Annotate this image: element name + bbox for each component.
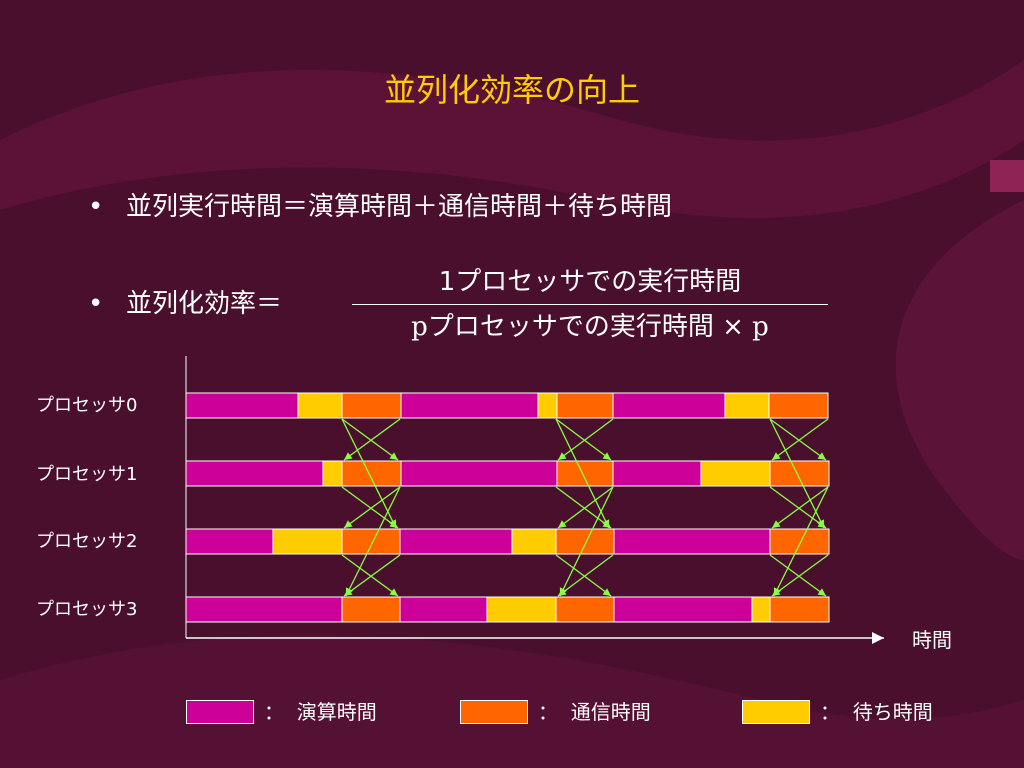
processor-label-0: プロセッサ0 (36, 395, 138, 416)
segment-wait (322, 460, 343, 487)
legend-label-wait: ： 待ち時間 (820, 699, 933, 725)
bullet-text: 並列化効率＝ (126, 289, 283, 319)
message-arrow (771, 486, 829, 529)
legend-swatch-communication (460, 700, 528, 724)
message-arrow (769, 418, 827, 461)
segment-wait (724, 392, 770, 419)
message-arrow (341, 554, 399, 597)
message-arrow (557, 418, 614, 461)
legend-text: 待ち時間 (852, 700, 933, 724)
segment-compute (185, 596, 343, 623)
denominator-text: プロセッサでの実行時間 × (427, 312, 753, 342)
segment-compute (613, 596, 753, 623)
segment-wait (751, 596, 771, 623)
segment-wait (486, 596, 557, 623)
bullet-marker: • (88, 192, 104, 222)
segment-wait (297, 392, 343, 419)
segment-compute (612, 392, 726, 419)
segment-communication (341, 596, 401, 623)
segment-communication (768, 392, 829, 419)
message-arrow (343, 486, 401, 529)
message-arrow (345, 486, 401, 597)
segment-communication (769, 528, 830, 555)
segment-wait (272, 528, 343, 555)
message-arrow (341, 418, 399, 461)
fraction-bar (352, 304, 828, 305)
message-arrow (555, 486, 612, 529)
swirl-band (895, 200, 1024, 560)
message-arrow (771, 554, 829, 597)
message-arrow (343, 554, 401, 597)
message-arrow (555, 418, 610, 529)
segment-communication (341, 460, 402, 487)
processor-label-3: プロセッサ3 (36, 599, 138, 620)
segment-wait (511, 528, 557, 555)
segment-wait (537, 392, 558, 419)
segment-compute (612, 460, 702, 487)
fraction-denominator: pプロセッサでの実行時間 × p (352, 309, 828, 345)
segment-wait (700, 460, 771, 487)
legend-text: 通信時間 (570, 700, 651, 724)
segment-compute (185, 392, 299, 419)
bullet-text: 並列実行時間＝演算時間＋通信時間＋待ち時間 (126, 192, 673, 222)
segment-compute (399, 528, 513, 555)
message-arrow (769, 486, 827, 529)
efficiency-fraction: 1プロセッサでの実行時間 pプロセッサでの実行時間 × p (352, 262, 828, 345)
slide-title: 並列化効率の向上 (383, 71, 640, 109)
segment-communication (556, 392, 614, 419)
segment-compute (613, 528, 771, 555)
segment-communication (555, 596, 615, 623)
legend-sep: ： (538, 700, 558, 724)
segment-compute (185, 460, 324, 487)
message-arrow (555, 418, 612, 461)
fraction-numerator: 1プロセッサでの実行時間 (438, 267, 742, 297)
message-arrow (773, 486, 829, 597)
segment-communication (769, 596, 830, 623)
message-arrow (557, 486, 614, 529)
message-arrow (769, 418, 825, 529)
message-arrow (343, 418, 401, 461)
legend-swatch-compute (186, 700, 254, 724)
segment-compute (399, 596, 488, 623)
legend-label-communication: ： 通信時間 (538, 699, 651, 725)
segment-communication (769, 460, 830, 487)
processor-label-2: プロセッサ2 (36, 531, 138, 552)
segment-compute (400, 392, 539, 419)
time-axis-label: 時間 (912, 628, 952, 652)
denominator-tail: p (752, 312, 769, 342)
message-arrow (341, 418, 397, 529)
swirl-accent (990, 160, 1024, 192)
message-arrow (769, 554, 827, 597)
legend-text: 演算時間 (296, 700, 377, 724)
legend-sep: ： (820, 700, 840, 724)
segment-communication (556, 460, 614, 487)
message-arrow (555, 554, 612, 597)
bullet-parallel-time: • 並列実行時間＝演算時間＋通信時間＋待ち時間 (88, 190, 672, 224)
segment-communication (555, 528, 615, 555)
legend-label-compute: ： 演算時間 (264, 699, 377, 725)
bullet-parallel-efficiency: • 並列化効率＝ (88, 287, 282, 321)
swirl-band (0, 60, 1024, 218)
message-arrow (557, 554, 614, 597)
legend-swatch-wait (742, 700, 810, 724)
message-arrow (771, 418, 829, 461)
segment-compute (185, 528, 274, 555)
message-arrow (341, 486, 399, 529)
segment-communication (341, 528, 401, 555)
denominator-p: p (411, 312, 428, 342)
bullet-marker: • (88, 289, 104, 319)
segment-compute (400, 460, 558, 487)
processor-label-1: プロセッサ1 (36, 464, 138, 485)
segment-communication (341, 392, 402, 419)
legend-sep: ： (264, 700, 284, 724)
message-arrow (559, 486, 614, 597)
